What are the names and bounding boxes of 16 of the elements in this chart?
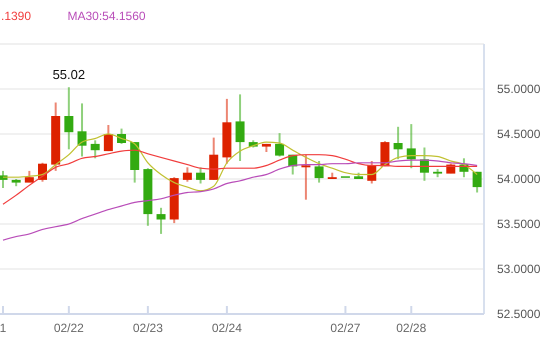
y-tick-label: 52.5000 — [497, 307, 541, 322]
x-tick-label: 1 — [0, 321, 7, 335]
y-tick-label: 53.0000 — [497, 262, 541, 276]
y-tick-label: 55.0000 — [497, 82, 541, 96]
line-series — [2, 150, 478, 205]
x-tick-label: 02/27 — [330, 321, 361, 335]
text: .1390 — [1, 9, 32, 23]
y-tick-label: 54.5000 — [497, 127, 541, 142]
text: MA30:54.1560 — [68, 9, 146, 23]
y-tick-label: 54.0000 — [497, 172, 541, 186]
x-tick-label: 02/22 — [54, 321, 84, 335]
x-tick-label: 02/28 — [396, 321, 427, 335]
y-tick-label: 53.5000 — [497, 217, 541, 232]
x-tick-label: 02/24 — [212, 321, 242, 335]
annotation: 55.02 — [52, 67, 86, 82]
x-tick-label: 02/23 — [132, 321, 164, 335]
